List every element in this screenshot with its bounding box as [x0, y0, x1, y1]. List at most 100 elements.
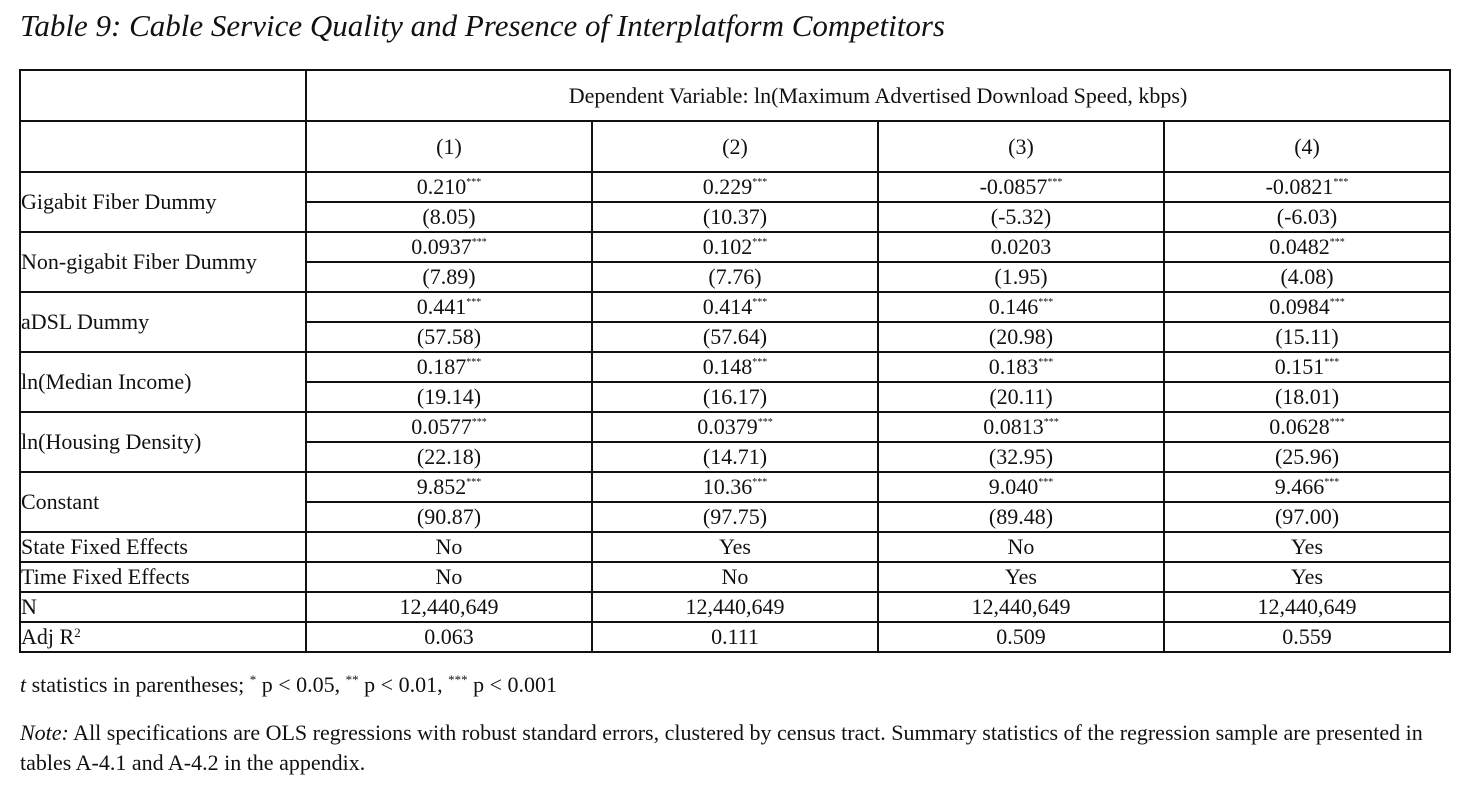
significance-footnote: t statistics in parentheses; * p < 0.05,… [20, 672, 557, 698]
tstat-cell: (7.89) [305, 261, 593, 293]
coefficient-value: 0.441 [416, 294, 467, 319]
row-label: Gigabit Fiber Dummy [19, 171, 307, 233]
coefficient-value: 0.0379 [697, 414, 758, 439]
significance-stars: *** [1329, 417, 1345, 428]
coefficient-cell: 0.0577*** [305, 411, 593, 443]
significance-stars: *** [1038, 477, 1054, 488]
stat-cell: Yes [877, 561, 1165, 593]
row-label: N [19, 591, 307, 623]
note-label: Note: [20, 720, 69, 745]
stat-cell: No [877, 531, 1165, 563]
coefficient-value: 9.852 [416, 474, 467, 499]
row-label: Constant [19, 471, 307, 533]
stat-cell: 0.111 [591, 621, 879, 653]
coefficient-row: Non-gigabit Fiber Dummy 0.0937*** 0.102***… [19, 231, 1452, 293]
tstat-cell: (25.96) [1162, 441, 1452, 473]
stat-cell: 12,440,649 [591, 591, 879, 623]
significance-stars: *** [752, 237, 768, 248]
coefficient-value: -0.0821 [1265, 174, 1334, 199]
stat-cell: 12,440,649 [305, 591, 593, 623]
coefficient-row: Constant 9.852*** 10.36*** 9.040*** 9.466*** [19, 471, 1452, 533]
row-label: aDSL Dummy [19, 291, 307, 353]
coefficient-cell: 0.229*** [591, 171, 879, 203]
adj-r2-row: Adj R2 0.063 0.111 0.509 0.559 [19, 621, 1452, 653]
coefficient-row: aDSL Dummy 0.441*** 0.414*** 0.146*** 0.0984… [19, 291, 1452, 353]
significance-stars: *** [471, 237, 487, 248]
tstat-cell: (57.58) [305, 321, 593, 353]
coefficient-value: 0.0482 [1269, 234, 1330, 259]
significance-stars: *** [466, 177, 482, 188]
coefficient-value: 0.0937 [411, 234, 472, 259]
significance-stars: *** [757, 417, 773, 428]
significance-stars: *** [752, 297, 768, 308]
significance-stars: *** [752, 357, 768, 368]
coefficient-cell: 0.0937*** [305, 231, 593, 263]
table-title: Table 9: Cable Service Quality and Prese… [20, 8, 945, 43]
significance-stars: *** [1333, 177, 1349, 188]
coefficient-value: 0.0203 [990, 234, 1052, 259]
stat-cell: No [305, 531, 593, 563]
coefficient-cell: 0.146*** [877, 291, 1165, 323]
tstat-cell: (7.76) [591, 261, 879, 293]
tstat-cell: (89.48) [877, 501, 1165, 533]
coefficient-cell: 0.0813*** [877, 411, 1165, 443]
significance-stars: *** [1047, 177, 1063, 188]
stat-cell: No [591, 561, 879, 593]
coefficient-value: 0.210 [416, 174, 467, 199]
coefficient-row: ln(Housing Density) 0.0577*** 0.0379*** 0.0… [19, 411, 1452, 473]
footnote-star: *** [448, 672, 468, 687]
stat-row: Time Fixed Effects No No Yes Yes [19, 561, 1452, 593]
footnote-p: p < 0.01, [358, 672, 449, 697]
significance-stars: *** [471, 417, 487, 428]
tstat-cell: (10.37) [591, 201, 879, 233]
row-label: ln(Median Income) [19, 351, 307, 413]
tstat-cell: (15.11) [1162, 321, 1452, 353]
tstat-cell: (14.71) [591, 441, 879, 473]
stat-cell: 0.509 [877, 621, 1165, 653]
adj-r2-label: Adj R [21, 624, 75, 649]
superscript-two: 2 [74, 625, 81, 640]
coefficient-cell: 0.0628*** [1162, 411, 1452, 443]
tstat-cell: (-6.03) [1162, 201, 1452, 233]
row-label: Time Fixed Effects [19, 561, 307, 593]
coefficient-cell: 0.414*** [591, 291, 879, 323]
coefficient-value: 0.414 [702, 294, 753, 319]
column-header: (1) [305, 120, 593, 173]
tstat-cell: (20.11) [877, 381, 1165, 413]
coefficient-cell: 9.466*** [1162, 471, 1452, 503]
coefficient-value: 0.102 [702, 234, 753, 259]
coefficient-cell: 0.0984*** [1162, 291, 1452, 323]
coefficient-cell: 0.183*** [877, 351, 1165, 383]
footnote-star: ** [345, 672, 359, 687]
footnote-t: t [20, 672, 27, 697]
coefficient-row: Gigabit Fiber Dummy 0.210*** 0.229*** -0.08… [19, 171, 1452, 233]
significance-stars: *** [752, 477, 768, 488]
coefficient-cell: 0.187*** [305, 351, 593, 383]
coefficient-cell: 0.148*** [591, 351, 879, 383]
coefficient-value: 0.0984 [1269, 294, 1330, 319]
tstat-cell: (4.08) [1162, 261, 1452, 293]
coefficient-value: 9.466 [1274, 474, 1325, 499]
table-note: Note: All specifications are OLS regress… [20, 718, 1460, 778]
dep-var-header: Dependent Variable: ln(Maximum Advertise… [304, 69, 1452, 122]
stat-cell: Yes [591, 531, 879, 563]
tstat-cell: (90.87) [305, 501, 593, 533]
row-label: State Fixed Effects [19, 531, 307, 563]
significance-stars: *** [1329, 297, 1345, 308]
significance-stars: *** [1329, 237, 1345, 248]
significance-stars: *** [1324, 477, 1340, 488]
tstat-cell: (1.95) [877, 261, 1165, 293]
coefficient-cell: 9.040*** [877, 471, 1165, 503]
tstat-row: (22.18) (14.71) (32.95) (25.96) [20, 441, 1452, 473]
row-label: Non-gigabit Fiber Dummy [19, 231, 307, 293]
tstat-row: (8.05) (10.37) (-5.32) (-6.03) [20, 201, 1452, 233]
regression-table: Dependent Variable: ln(Maximum Advertise… [19, 69, 1452, 653]
column-number-row: (1) (2) (3) (4) [19, 120, 1452, 173]
row-label: Adj R2 [19, 621, 307, 653]
coefficient-cell: 0.0379*** [591, 411, 879, 443]
stat-cell: 0.559 [1162, 621, 1452, 653]
tstat-cell: (18.01) [1162, 381, 1452, 413]
coefficient-value: 0.0628 [1269, 414, 1330, 439]
footnote-p: p < 0.001 [467, 672, 558, 697]
coefficient-value: 0.151 [1274, 354, 1325, 379]
